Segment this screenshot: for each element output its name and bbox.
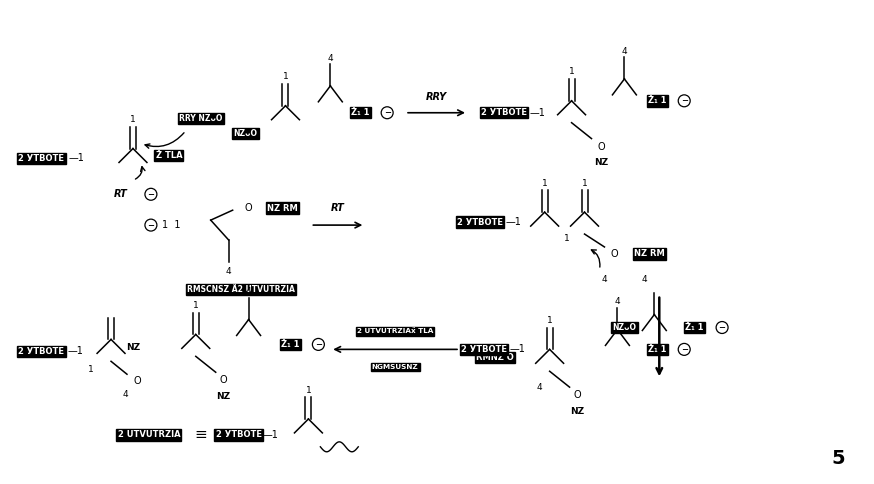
Text: 2 UTVUTRZIA: 2 UTVUTRZIA: [118, 430, 180, 439]
Text: —1: —1: [530, 108, 545, 118]
Text: —1: —1: [506, 217, 522, 227]
Text: 1: 1: [542, 179, 547, 188]
Text: Ž TLA: Ž TLA: [156, 151, 182, 160]
Text: −: −: [681, 96, 688, 106]
Text: 4: 4: [537, 383, 543, 392]
Text: Ž₁ 1: Ž₁ 1: [648, 96, 667, 106]
Text: O: O: [611, 249, 618, 259]
Text: RRY: RRY: [426, 92, 447, 102]
Text: RT: RT: [331, 203, 344, 213]
Text: NZᴗO: NZᴗO: [233, 129, 258, 138]
Text: NZ: NZ: [571, 407, 585, 416]
Text: 5: 5: [832, 449, 845, 468]
Text: ≡: ≡: [194, 427, 207, 442]
Text: 1: 1: [193, 301, 198, 310]
Text: Ž₁ 1: Ž₁ 1: [648, 345, 667, 354]
Text: —1: —1: [262, 430, 279, 440]
Text: 4: 4: [614, 297, 621, 306]
Text: 1: 1: [282, 73, 288, 81]
Text: 4: 4: [225, 267, 232, 276]
Text: Ž₁ 1: Ž₁ 1: [351, 108, 370, 117]
Text: RRY NZᴗO: RRY NZᴗO: [179, 114, 223, 123]
Text: NZ RM: NZ RM: [267, 204, 298, 212]
Text: −: −: [148, 190, 155, 199]
Text: RT: RT: [114, 189, 128, 199]
Text: O: O: [598, 141, 606, 151]
Text: NZ RM: NZ RM: [634, 249, 665, 258]
Text: —1: —1: [68, 153, 84, 164]
Text: 2 УТВОТЕ: 2 УТВОТЕ: [18, 347, 65, 356]
Text: RMNZ O: RMNZ O: [476, 353, 514, 362]
Text: −: −: [384, 108, 391, 117]
Text: Ž₁ 1: Ž₁ 1: [685, 323, 704, 332]
Text: —1: —1: [67, 347, 83, 356]
Text: 4: 4: [621, 46, 628, 56]
FancyArrowPatch shape: [592, 250, 600, 267]
Text: 1: 1: [564, 233, 570, 242]
Text: −: −: [315, 340, 322, 349]
Text: 2 УТВОТЕ: 2 УТВОТЕ: [461, 345, 507, 354]
Text: 1  1: 1 1: [162, 220, 180, 230]
Text: 1: 1: [582, 179, 587, 188]
Text: 1: 1: [306, 386, 311, 394]
Text: NGMSUṠNZ: NGMSUṠNZ: [371, 364, 419, 370]
Text: 4: 4: [642, 275, 647, 284]
Text: O: O: [245, 203, 253, 213]
Text: −: −: [718, 323, 725, 332]
Text: 2 УТВОТЕ: 2 УТВОТЕ: [216, 430, 261, 439]
FancyArrowPatch shape: [145, 133, 184, 148]
Text: RMSĊNSZ Ä2 UTVUTRZIA: RMSĊNSZ Ä2 UTVUTRZIA: [187, 285, 295, 294]
Text: 4: 4: [122, 390, 128, 399]
Text: NZ: NZ: [217, 392, 231, 401]
Text: NZ: NZ: [126, 343, 140, 352]
Text: O: O: [573, 390, 581, 400]
Text: −: −: [148, 221, 155, 229]
Text: 1: 1: [547, 316, 552, 325]
Text: 4: 4: [601, 275, 607, 284]
Text: 2 УТВОТЕ: 2 УТВОТЕ: [481, 108, 527, 117]
Text: Ž₁ 1: Ž₁ 1: [281, 340, 300, 349]
Text: 2 UTVUTRZIAẍ TLA: 2 UTVUTRZIAẍ TLA: [357, 329, 434, 334]
Text: O: O: [133, 376, 141, 386]
Text: NZᴗO: NZᴗO: [613, 323, 636, 332]
FancyArrowPatch shape: [135, 166, 145, 179]
Text: 4: 4: [246, 287, 252, 296]
Text: 4: 4: [328, 54, 333, 62]
Text: 1: 1: [88, 365, 94, 374]
Text: —1: —1: [510, 345, 525, 354]
Text: 1: 1: [130, 115, 135, 124]
Text: −: −: [681, 345, 688, 354]
Text: 2 УТВОТЕ: 2 УТВОТЕ: [18, 154, 65, 163]
Text: O: O: [220, 375, 227, 385]
Text: 2 УТВОТЕ: 2 УТВОТЕ: [457, 218, 503, 227]
Text: 1: 1: [569, 67, 574, 76]
Text: NZ: NZ: [594, 158, 608, 167]
